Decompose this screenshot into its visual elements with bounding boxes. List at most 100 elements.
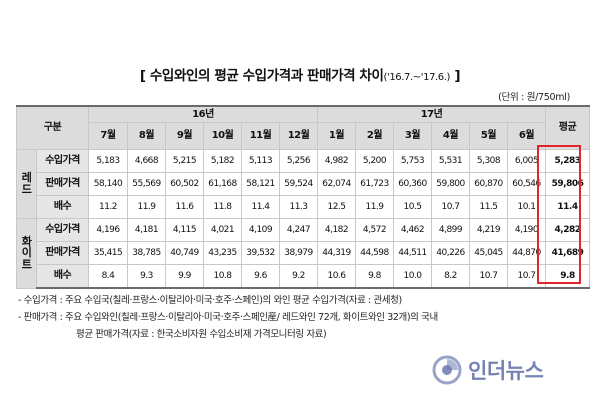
header-month: 11월	[241, 122, 280, 150]
header-row-years: 구분 16년 17년 평균	[16, 105, 590, 150]
value-cell: 4,190	[507, 218, 546, 242]
value-cell: 5,200	[355, 149, 394, 173]
average-cell: 11.4	[545, 195, 590, 219]
value-cell: 44,319	[317, 241, 356, 265]
value-cell: 11.8	[203, 195, 242, 219]
value-cell: 4,115	[165, 218, 204, 242]
header-month: 12월	[279, 122, 318, 150]
value-cell: 11.3	[279, 195, 318, 219]
group-label: 레드	[16, 149, 37, 219]
average-cell: 9.8	[545, 264, 590, 289]
value-cell: 35,415	[88, 241, 128, 265]
value-cell: 10.5	[393, 195, 432, 219]
value-cell: 44,598	[355, 241, 394, 265]
value-cell: 10.7	[507, 264, 546, 289]
value-cell: 60,870	[469, 172, 508, 196]
value-cell: 5,753	[393, 149, 432, 173]
value-cell: 59,524	[279, 172, 318, 196]
footnote-retail-price-cont: 평균 판매가격(자료 : 한국소비자원 수입소비재 가격모니터링 자료)	[76, 329, 327, 340]
header-month: 8월	[127, 122, 166, 150]
value-cell: 8.2	[431, 264, 470, 289]
value-cell: 5,113	[241, 149, 280, 173]
value-cell: 59,800	[431, 172, 470, 196]
value-cell: 5,256	[279, 149, 318, 173]
value-cell: 11.6	[165, 195, 204, 219]
value-cell: 5,183	[88, 149, 128, 173]
value-cell: 10.0	[393, 264, 432, 289]
average-cell: 41,689	[545, 241, 590, 265]
value-cell: 4,668	[127, 149, 166, 173]
value-cell: 8.4	[88, 264, 128, 289]
table-body: 레드 수입가격 5,183 4,668 5,215 5,182 5,113 5,256 4,98…	[16, 149, 590, 289]
title-main: [ 수입와인의 평균 수입가격과 판매가격 차이	[139, 68, 384, 84]
header-month: 7월	[88, 122, 128, 150]
price-table: 구분 16년 17년 평균 7월 8월 9월 10월 11월 12월 1월 2월 3월 4월 5월 6…	[16, 105, 590, 289]
header-month: 10월	[203, 122, 242, 150]
row-label: 배수	[36, 195, 89, 219]
row-label: 배수	[36, 264, 89, 289]
value-cell: 4,462	[393, 218, 432, 242]
table-container: 구분 16년 17년 평균 7월 8월 9월 10월 11월 12월 1월 2월 3월 4월 5월 6…	[16, 105, 590, 289]
value-cell: 60,502	[165, 172, 204, 196]
header-average: 평균	[545, 105, 590, 150]
value-cell: 4,982	[317, 149, 356, 173]
value-cell: 61,168	[203, 172, 242, 196]
value-cell: 4,572	[355, 218, 394, 242]
value-cell: 9.9	[165, 264, 204, 289]
value-cell: 5,182	[203, 149, 242, 173]
value-cell: 9.2	[279, 264, 318, 289]
table-row: 판매가격 58,140 55,569 60,502 61,168 58,121 59,524…	[17, 172, 590, 196]
value-cell: 11.5	[469, 195, 508, 219]
value-cell: 9.8	[355, 264, 394, 289]
value-cell: 60,546	[507, 172, 546, 196]
header-month: 5월	[469, 122, 508, 150]
header-month: 4월	[431, 122, 470, 150]
title-period: ('16.7.~'17.6.)	[383, 72, 451, 83]
value-cell: 4,021	[203, 218, 242, 242]
group-label-text: 레드	[21, 171, 32, 196]
logo-text: 인더뉴스	[468, 359, 544, 383]
unit-label: (단위 : 원/750ml)	[498, 92, 570, 103]
value-cell: 44,870	[507, 241, 546, 265]
value-cell: 10.8	[203, 264, 242, 289]
value-cell: 12.5	[317, 195, 356, 219]
table-row: 레드 수입가격 5,183 4,668 5,215 5,182 5,113 5,256 4,98…	[16, 149, 590, 219]
row-label: 판매가격	[36, 172, 89, 196]
value-cell: 60,360	[393, 172, 432, 196]
header-year-17: 17년	[317, 105, 546, 123]
header-month: 2월	[355, 122, 394, 150]
value-cell: 4,182	[317, 218, 356, 242]
average-cell: 4,282	[545, 218, 590, 242]
document-title: [ 수입와인의 평균 수입가격과 판매가격 차이('16.7.~'17.6.) …	[0, 64, 600, 84]
value-cell: 40,226	[431, 241, 470, 265]
value-cell: 4,196	[88, 218, 128, 242]
header-year-16: 16년	[88, 105, 318, 123]
value-cell: 11.9	[127, 195, 166, 219]
value-cell: 11.4	[241, 195, 280, 219]
row-label: 판매가격	[36, 241, 89, 265]
value-cell: 61,723	[355, 172, 394, 196]
header-category: 구분	[16, 105, 89, 150]
value-cell: 11.9	[355, 195, 394, 219]
header-month: 6월	[507, 122, 546, 150]
value-cell: 6,005	[507, 149, 546, 173]
row-label: 수입가격	[36, 218, 89, 242]
value-cell: 62,074	[317, 172, 356, 196]
value-cell: 4,219	[469, 218, 508, 242]
group-label: 화이트	[16, 218, 37, 289]
value-cell: 9.6	[241, 264, 280, 289]
value-cell: 39,532	[241, 241, 280, 265]
table-row: 배수 8.4 9.3 9.9 10.8 9.6 9.2 10.6 9.8 10.0 8.2 10.7 1…	[17, 264, 590, 289]
value-cell: 55,569	[127, 172, 166, 196]
header-month: 1월	[317, 122, 356, 150]
logo-mark-icon	[432, 355, 462, 385]
value-cell: 10.6	[317, 264, 356, 289]
header-row-months: 7월 8월 9월 10월 11월 12월 1월 2월 3월 4월 5월 6월	[17, 122, 590, 150]
title-close: ]	[450, 68, 461, 84]
table-row: 화이트 수입가격 4,196 4,181 4,115 4,021 4,109 4,247 4,1…	[16, 218, 590, 289]
publisher-logo: 인더뉴스	[432, 354, 544, 386]
value-cell: 5,308	[469, 149, 508, 173]
table-row: 판매가격 35,415 38,785 40,749 43,235 39,532 38,979…	[17, 241, 590, 265]
value-cell: 38,785	[127, 241, 166, 265]
value-cell: 45,045	[469, 241, 508, 265]
